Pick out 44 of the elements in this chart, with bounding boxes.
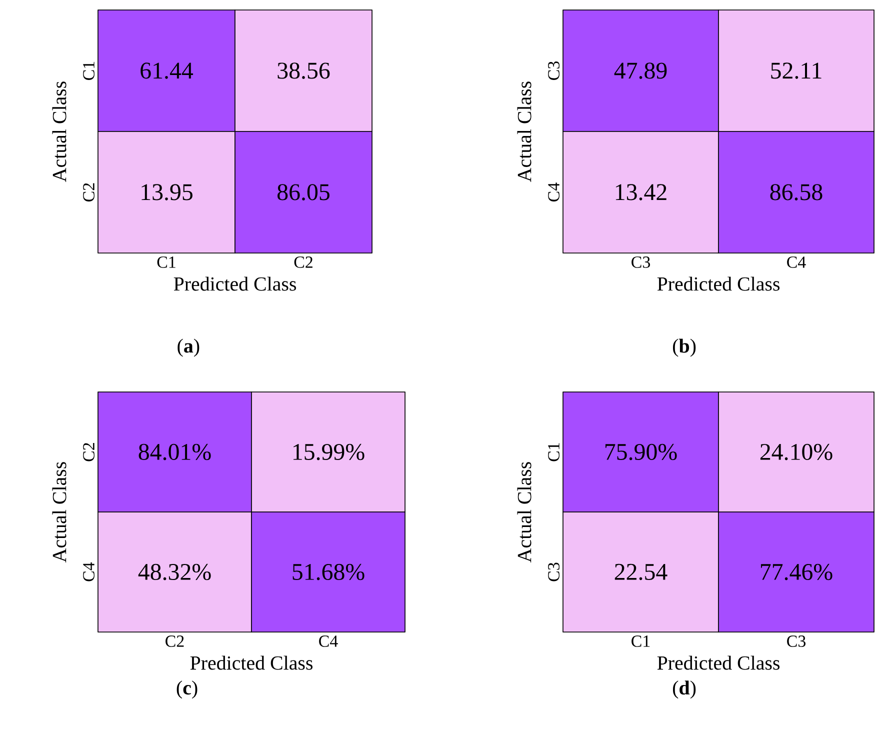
x-tick-label: C2 <box>294 256 312 268</box>
data-label: 38.56 <box>278 62 330 79</box>
x-tick-label: C3 <box>787 636 806 647</box>
data-label: 15.99% <box>293 444 364 460</box>
x-tick-label: C2 <box>166 636 184 647</box>
x-axis-title: Predicted Class <box>657 656 780 670</box>
x-tick-label: C1 <box>157 256 176 268</box>
y-axis-title: Actual Class <box>517 82 532 182</box>
data-label: 13.95 <box>142 184 192 200</box>
data-label: 61.44 <box>140 62 194 79</box>
x-tick-label: C4 <box>787 256 806 268</box>
data-label: 86.05 <box>278 184 330 200</box>
y-tick-label: C1 <box>83 62 94 80</box>
x-axis-title: Predicted Class <box>174 276 296 291</box>
y-tick-label: C1 <box>548 443 560 462</box>
data-label: 51.68% <box>292 564 364 580</box>
data-label: 86.58 <box>770 184 822 200</box>
text: (c) <box>176 680 198 699</box>
data-label: 24.10% <box>760 444 832 460</box>
y-axis-title: Actual Class <box>517 462 532 562</box>
data-label: 75.90% <box>605 444 677 460</box>
text: (a) <box>178 338 200 357</box>
y-tick-label: C2 <box>83 443 94 462</box>
x-tick-label: C3 <box>632 256 650 268</box>
data-label: 47.89 <box>614 62 667 79</box>
y-tick-label: C4 <box>83 562 94 582</box>
y-axis-title: Actual Class <box>52 82 66 182</box>
y-tick-label: C3 <box>548 62 560 80</box>
text: (d) <box>672 680 696 699</box>
y-axis-title: Actual Class <box>52 462 66 562</box>
x-tick-label: C4 <box>319 636 338 647</box>
data-label: 13.42 <box>616 184 666 200</box>
y-tick-label: C4 <box>548 182 560 202</box>
x-axis-title: Predicted Class <box>190 656 312 670</box>
x-tick-label: C1 <box>632 636 650 647</box>
data-label: 52.11 <box>771 62 822 79</box>
text: (b) <box>672 338 696 357</box>
data-label: 84.01% <box>138 444 211 460</box>
x-axis-title: Predicted Class <box>657 276 780 291</box>
y-tick-label: C3 <box>548 562 560 582</box>
y-tick-label: C2 <box>83 183 94 202</box>
data-label: 77.46% <box>760 564 832 580</box>
data-label: 48.32% <box>138 564 211 580</box>
data-label: 22.54 <box>614 564 668 580</box>
